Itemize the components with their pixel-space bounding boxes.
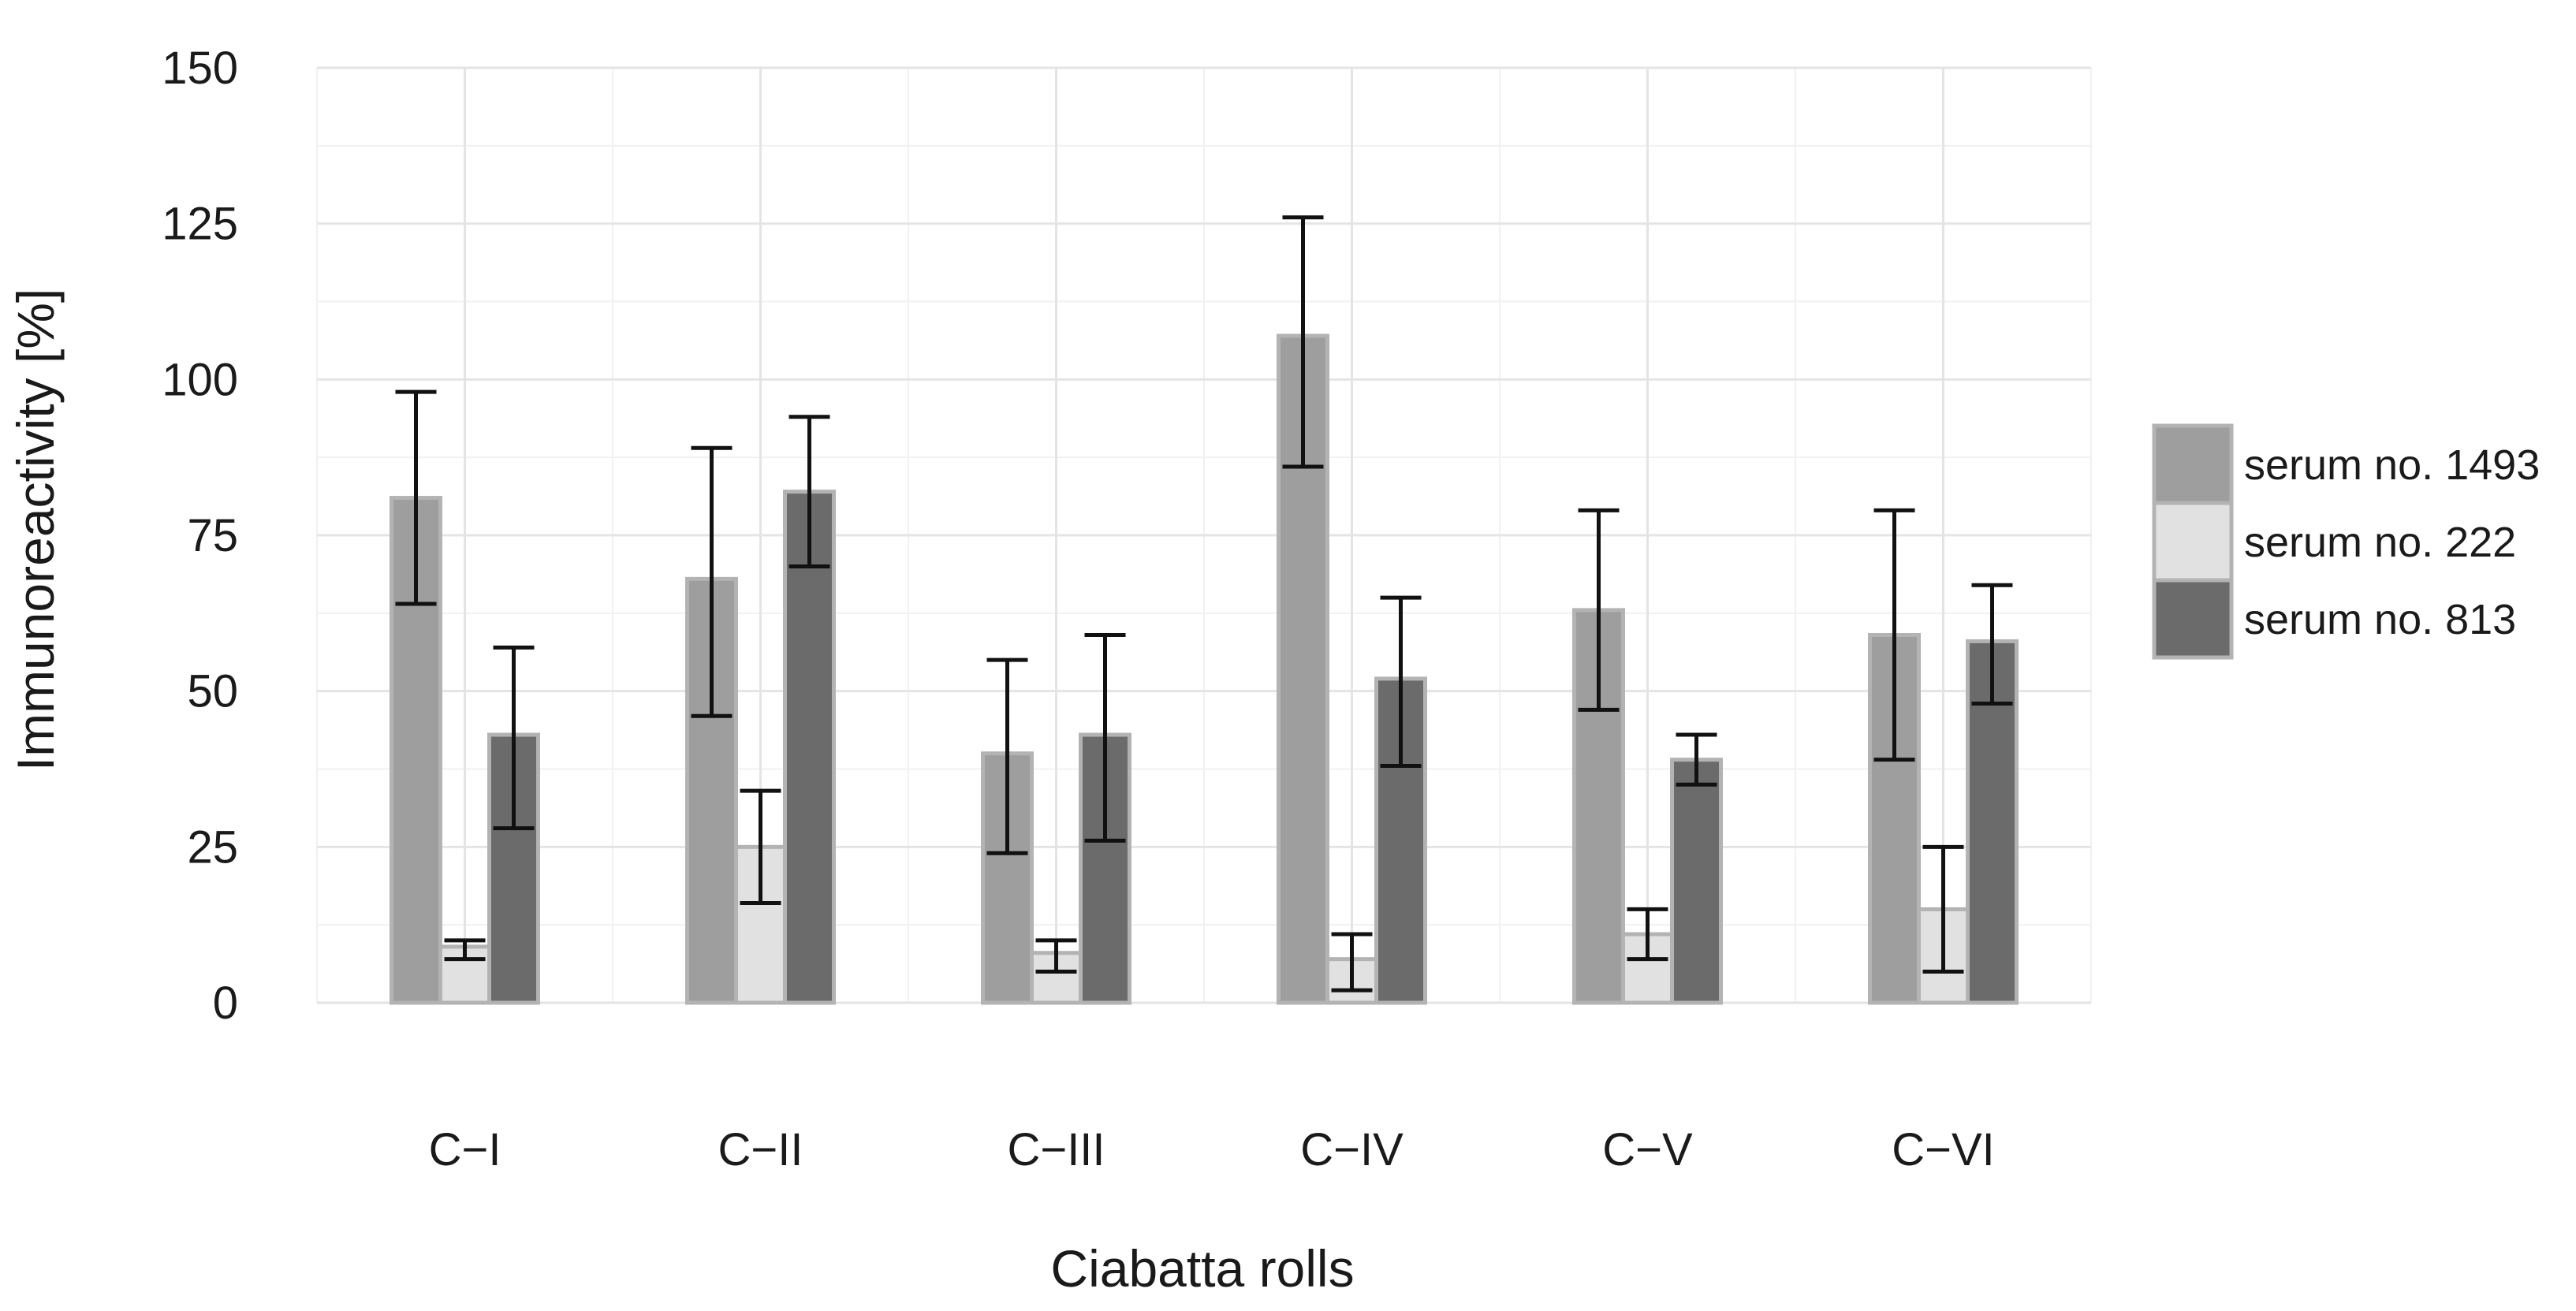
legend-label: serum no. 222 bbox=[2244, 519, 2516, 566]
x-tick-label: C−VI bbox=[1892, 1124, 1995, 1175]
legend-label: serum no. 813 bbox=[2244, 596, 2516, 643]
y-tick-label: 0 bbox=[213, 978, 238, 1029]
bars bbox=[390, 333, 2019, 1005]
y-tick-label: 150 bbox=[162, 43, 238, 94]
grid-lines bbox=[316, 66, 2092, 1004]
legend-key bbox=[2152, 578, 2234, 660]
y-tick-label: 50 bbox=[187, 666, 238, 717]
bar bbox=[783, 490, 836, 1005]
x-tick-label: C−II bbox=[718, 1124, 803, 1175]
y-tick-label: 25 bbox=[187, 821, 238, 873]
legend-key bbox=[2152, 501, 2234, 583]
y-axis-ticks: 0 25 50 75 100 125 150 bbox=[162, 43, 238, 1029]
legend: serum no. 1493 serum no. 222 serum no. 813 bbox=[2152, 423, 2540, 660]
error-bars bbox=[395, 215, 2013, 993]
bar bbox=[1670, 758, 1723, 1005]
x-tick-label: C−V bbox=[1602, 1124, 1693, 1175]
y-tick-label: 100 bbox=[162, 354, 238, 405]
x-axis-title: Ciabatta rolls bbox=[1050, 1239, 1354, 1298]
y-axis-title: Immunoreactivity [%] bbox=[6, 289, 65, 772]
y-tick-label: 125 bbox=[162, 199, 238, 250]
legend-key bbox=[2152, 423, 2234, 505]
x-axis-ticks: C−I C−II C−III C−IV C−V C−VI bbox=[429, 1124, 1995, 1175]
x-tick-label: C−III bbox=[1007, 1124, 1105, 1175]
bar bbox=[981, 751, 1034, 1005]
x-tick-label: C−I bbox=[429, 1124, 501, 1175]
y-tick-label: 75 bbox=[187, 510, 238, 561]
x-tick-label: C−IV bbox=[1300, 1124, 1404, 1175]
legend-label: serum no. 1493 bbox=[2244, 441, 2540, 489]
